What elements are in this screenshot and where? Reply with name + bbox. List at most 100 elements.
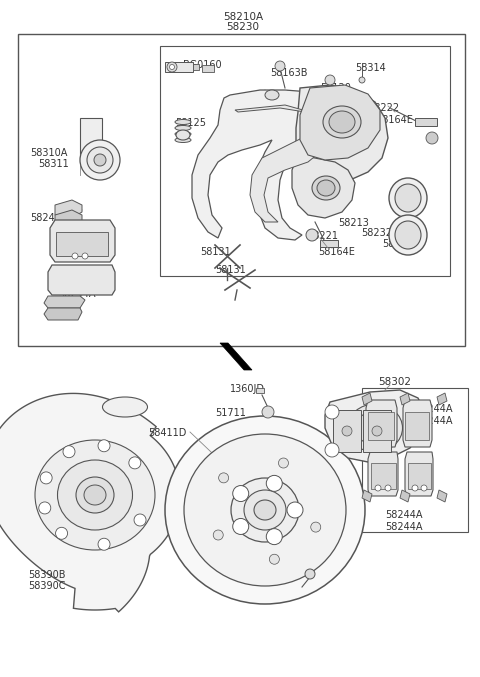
Circle shape: [169, 64, 175, 70]
Polygon shape: [362, 490, 372, 502]
Bar: [160, 46, 450, 276]
Polygon shape: [50, 220, 115, 262]
Text: 58244A: 58244A: [415, 404, 453, 414]
Polygon shape: [437, 393, 447, 405]
Ellipse shape: [265, 90, 279, 100]
Circle shape: [375, 485, 381, 491]
Ellipse shape: [84, 485, 106, 505]
Ellipse shape: [58, 460, 132, 530]
Circle shape: [40, 472, 52, 484]
Text: 58131: 58131: [215, 265, 246, 275]
Ellipse shape: [323, 106, 361, 138]
Ellipse shape: [165, 416, 365, 604]
Circle shape: [266, 475, 282, 492]
Circle shape: [134, 514, 146, 526]
Bar: [165, 62, 193, 72]
Circle shape: [305, 569, 315, 579]
Text: 58125: 58125: [175, 118, 206, 128]
Polygon shape: [192, 90, 350, 240]
Bar: [405, 412, 429, 440]
Bar: [368, 412, 394, 440]
Circle shape: [412, 485, 418, 491]
Polygon shape: [55, 200, 82, 218]
Circle shape: [262, 406, 274, 418]
Ellipse shape: [356, 411, 394, 445]
Text: 58302: 58302: [378, 377, 411, 387]
Circle shape: [421, 485, 427, 491]
Text: 58213: 58213: [338, 218, 369, 228]
Bar: [80, 118, 102, 163]
Bar: [256, 388, 264, 393]
Polygon shape: [400, 393, 410, 405]
Ellipse shape: [395, 221, 421, 249]
Circle shape: [87, 147, 113, 173]
Ellipse shape: [35, 440, 155, 550]
Ellipse shape: [342, 426, 352, 436]
Bar: [193, 64, 199, 70]
Ellipse shape: [176, 130, 190, 140]
Circle shape: [385, 485, 391, 491]
Text: 58244A: 58244A: [385, 510, 422, 520]
Text: 58222: 58222: [368, 103, 399, 113]
Ellipse shape: [389, 215, 427, 255]
Polygon shape: [220, 343, 252, 370]
Polygon shape: [300, 85, 380, 160]
Polygon shape: [292, 155, 355, 218]
Polygon shape: [44, 296, 85, 308]
Ellipse shape: [348, 404, 403, 452]
Ellipse shape: [231, 478, 299, 542]
Text: 1220FS: 1220FS: [280, 583, 316, 593]
Circle shape: [82, 253, 88, 259]
Circle shape: [129, 457, 141, 469]
Circle shape: [266, 529, 282, 544]
Text: 58390C: 58390C: [28, 581, 65, 591]
Text: BG0160: BG0160: [183, 60, 222, 70]
Text: 58164E: 58164E: [318, 247, 355, 257]
Circle shape: [98, 440, 110, 452]
Polygon shape: [235, 105, 325, 222]
Text: 58210A: 58210A: [223, 12, 263, 22]
Polygon shape: [400, 490, 410, 502]
Ellipse shape: [329, 111, 355, 133]
Text: 58390B: 58390B: [28, 570, 65, 580]
Circle shape: [94, 154, 106, 166]
Bar: [202, 65, 214, 72]
Text: 58244A: 58244A: [58, 289, 96, 299]
Ellipse shape: [184, 434, 346, 586]
Ellipse shape: [103, 397, 147, 417]
Text: 58127B: 58127B: [255, 90, 293, 100]
Circle shape: [213, 530, 223, 540]
Text: 51711: 51711: [215, 408, 246, 418]
Bar: [18, 34, 465, 346]
Polygon shape: [55, 210, 82, 228]
Text: 58244A: 58244A: [415, 416, 453, 426]
Circle shape: [311, 522, 321, 532]
Bar: [408, 463, 431, 489]
Text: 1360JD: 1360JD: [230, 384, 265, 394]
Circle shape: [167, 62, 177, 72]
Circle shape: [39, 502, 51, 514]
Bar: [415, 118, 437, 126]
Circle shape: [278, 458, 288, 468]
Text: 58164E: 58164E: [376, 115, 413, 125]
Ellipse shape: [389, 178, 427, 218]
Polygon shape: [437, 490, 447, 502]
Circle shape: [287, 502, 303, 518]
Circle shape: [80, 140, 120, 180]
Bar: [320, 240, 338, 247]
Polygon shape: [368, 452, 398, 496]
Circle shape: [306, 229, 318, 241]
Circle shape: [325, 75, 335, 85]
Bar: [333, 410, 361, 452]
Circle shape: [275, 61, 285, 71]
Text: 58244A: 58244A: [30, 213, 68, 223]
Text: 58411D: 58411D: [148, 428, 186, 438]
Polygon shape: [403, 400, 432, 447]
Text: 58233: 58233: [382, 239, 413, 249]
Ellipse shape: [175, 125, 191, 131]
Ellipse shape: [76, 477, 114, 513]
Bar: [371, 463, 396, 489]
Ellipse shape: [254, 500, 276, 520]
Polygon shape: [362, 393, 372, 405]
Polygon shape: [44, 308, 82, 320]
